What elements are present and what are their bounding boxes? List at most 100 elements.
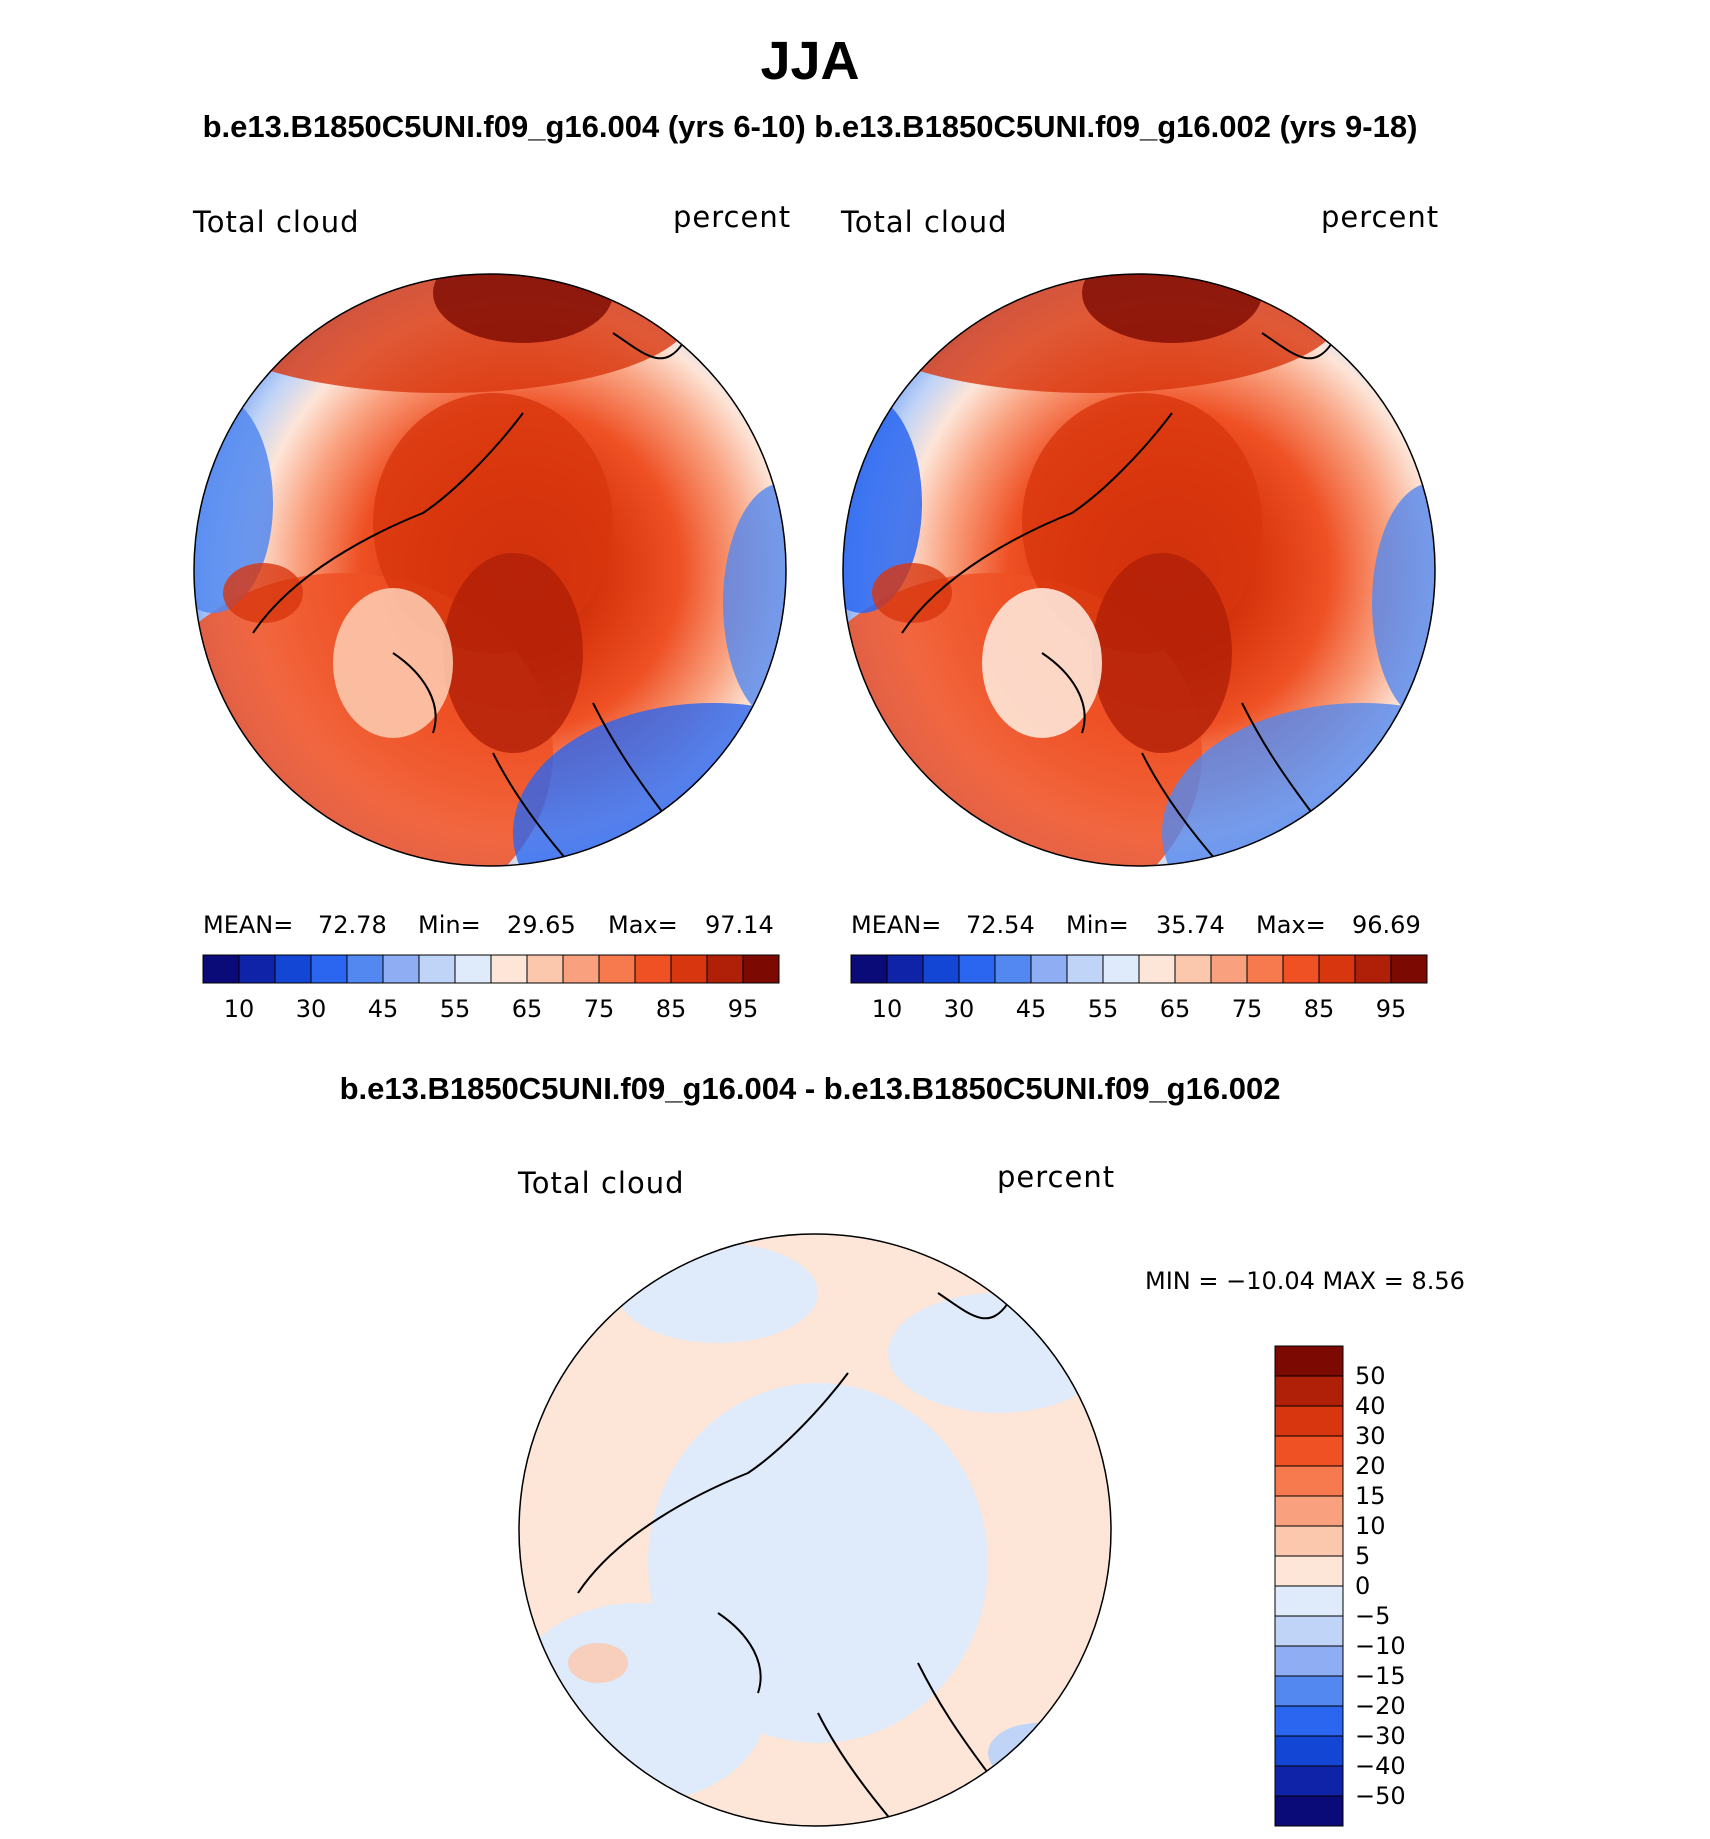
panel2-min-value: 35.74	[1156, 911, 1225, 939]
colorbar-tick-label: 20	[1355, 1452, 1386, 1480]
colorbar-tick-label: 65	[1159, 995, 1191, 1023]
colorbar-swatch	[418, 954, 456, 984]
colorbar-swatch	[1274, 1405, 1344, 1437]
colorbar-swatch	[1274, 1705, 1344, 1737]
colorbar-tick-label: −5	[1355, 1602, 1391, 1630]
colorbar-tick-label: 75	[1231, 995, 1263, 1023]
colorbar-swatch	[310, 954, 348, 984]
panel1-max-value: 97.14	[705, 911, 774, 939]
panel1-units-label: percent	[673, 200, 792, 234]
colorbar-swatch	[598, 954, 636, 984]
colorbar-swatch	[1318, 954, 1356, 984]
panel2-variable-label: Total cloud	[841, 205, 1008, 239]
colorbar-tick-label: 10	[871, 995, 903, 1023]
diff-minmax-label: MIN = −10.04 MAX = 8.56	[1145, 1267, 1465, 1295]
colorbar-tick-label: −50	[1355, 1782, 1406, 1810]
colorbar-tick-label: 95	[727, 995, 759, 1023]
colorbar-swatch	[454, 954, 492, 984]
panel1-mean-value: 72.78	[318, 911, 387, 939]
panel2-units-label: percent	[1321, 200, 1440, 234]
colorbar-tick-label: 45	[367, 995, 399, 1023]
colorbar-swatch	[1274, 1435, 1344, 1467]
colorbar-swatch	[1274, 1645, 1344, 1677]
colorbar-tick-label: −40	[1355, 1752, 1406, 1780]
diff-units-label: percent	[997, 1160, 1116, 1194]
colorbar-swatch	[1274, 1495, 1344, 1527]
colorbar-tick-label: 15	[1355, 1482, 1386, 1510]
colorbar-swatch	[382, 954, 420, 984]
panel2-max-label: Max=	[1256, 911, 1326, 939]
panel2-polar-map	[842, 273, 1436, 867]
colorbar-tick-label: 55	[1087, 995, 1119, 1023]
colorbar-tick-label: 40	[1355, 1392, 1386, 1420]
colorbar-tick-label: 55	[439, 995, 471, 1023]
colorbar-tick-label: 85	[655, 995, 687, 1023]
colorbar-swatch	[1354, 954, 1392, 984]
colorbar-tick-label: 45	[1015, 995, 1047, 1023]
panel1-variable-label: Total cloud	[193, 205, 360, 239]
colorbar-swatch	[346, 954, 384, 984]
colorbar-swatch	[1274, 1765, 1344, 1797]
colorbar-swatch	[1210, 954, 1248, 984]
panel1-min-label: Min=	[418, 911, 481, 939]
colorbar-swatch	[1274, 1525, 1344, 1557]
diff-variable-label: Total cloud	[518, 1166, 685, 1200]
colorbar-swatch	[1274, 1465, 1344, 1497]
colorbar-swatch	[670, 954, 708, 984]
panel2-mean-label: MEAN=	[851, 911, 942, 939]
colorbar-swatch	[1274, 1675, 1344, 1707]
colorbar-swatch	[562, 954, 600, 984]
panel2-colorbar	[850, 954, 1428, 984]
colorbar-swatch	[994, 954, 1032, 984]
colorbar-swatch	[238, 954, 276, 984]
colorbar-swatch	[1274, 1345, 1344, 1377]
panel2-min-label: Min=	[1066, 911, 1129, 939]
colorbar-swatch	[1274, 1375, 1344, 1407]
difference-polar-map	[518, 1233, 1112, 1827]
panel1-min-value: 29.65	[507, 911, 576, 939]
colorbar-swatch	[1274, 1615, 1344, 1647]
colorbar-tick-label: 30	[295, 995, 327, 1023]
figure-subtitle: b.e13.B1850C5UNI.f09_g16.004 (yrs 6-10) …	[202, 109, 1418, 144]
colorbar-swatch	[850, 954, 888, 984]
panel1-polar-map	[193, 273, 787, 867]
colorbar-swatch	[1174, 954, 1212, 984]
colorbar-swatch	[1274, 1735, 1344, 1767]
colorbar-swatch	[526, 954, 564, 984]
colorbar-tick-label: 50	[1355, 1362, 1386, 1390]
colorbar-tick-label: −15	[1355, 1662, 1406, 1690]
colorbar-tick-label: 30	[1355, 1422, 1386, 1450]
colorbar-swatch	[202, 954, 240, 984]
colorbar-swatch	[490, 954, 528, 984]
colorbar-tick-label: 10	[1355, 1512, 1386, 1540]
panel1-mean-label: MEAN=	[203, 911, 294, 939]
colorbar-tick-label: −10	[1355, 1632, 1406, 1660]
colorbar-swatch	[1274, 1795, 1344, 1827]
colorbar-swatch	[1246, 954, 1284, 984]
panel2-mean-value: 72.54	[966, 911, 1035, 939]
panel2-max-value: 96.69	[1352, 911, 1421, 939]
colorbar-swatch	[1066, 954, 1104, 984]
colorbar-swatch	[1138, 954, 1176, 984]
difference-subtitle: b.e13.B1850C5UNI.f09_g16.004 - b.e13.B18…	[339, 1071, 1281, 1106]
colorbar-swatch	[1030, 954, 1068, 984]
colorbar-tick-label: −30	[1355, 1722, 1406, 1750]
colorbar-swatch	[886, 954, 924, 984]
colorbar-tick-label: 0	[1355, 1572, 1371, 1600]
colorbar-swatch	[1102, 954, 1140, 984]
colorbar-tick-label: 5	[1355, 1542, 1371, 1570]
colorbar-swatch	[958, 954, 996, 984]
figure-title: JJA	[760, 31, 860, 91]
difference-colorbar	[1274, 1345, 1344, 1827]
colorbar-swatch	[1274, 1555, 1344, 1587]
colorbar-swatch	[1274, 1585, 1344, 1617]
colorbar-swatch	[634, 954, 672, 984]
panel1-colorbar	[202, 954, 780, 984]
colorbar-swatch	[1282, 954, 1320, 984]
colorbar-swatch	[1390, 954, 1428, 984]
colorbar-tick-label: −20	[1355, 1692, 1406, 1720]
colorbar-tick-label: 85	[1303, 995, 1335, 1023]
panel1-max-label: Max=	[608, 911, 678, 939]
colorbar-tick-label: 10	[223, 995, 255, 1023]
colorbar-tick-label: 95	[1375, 995, 1407, 1023]
